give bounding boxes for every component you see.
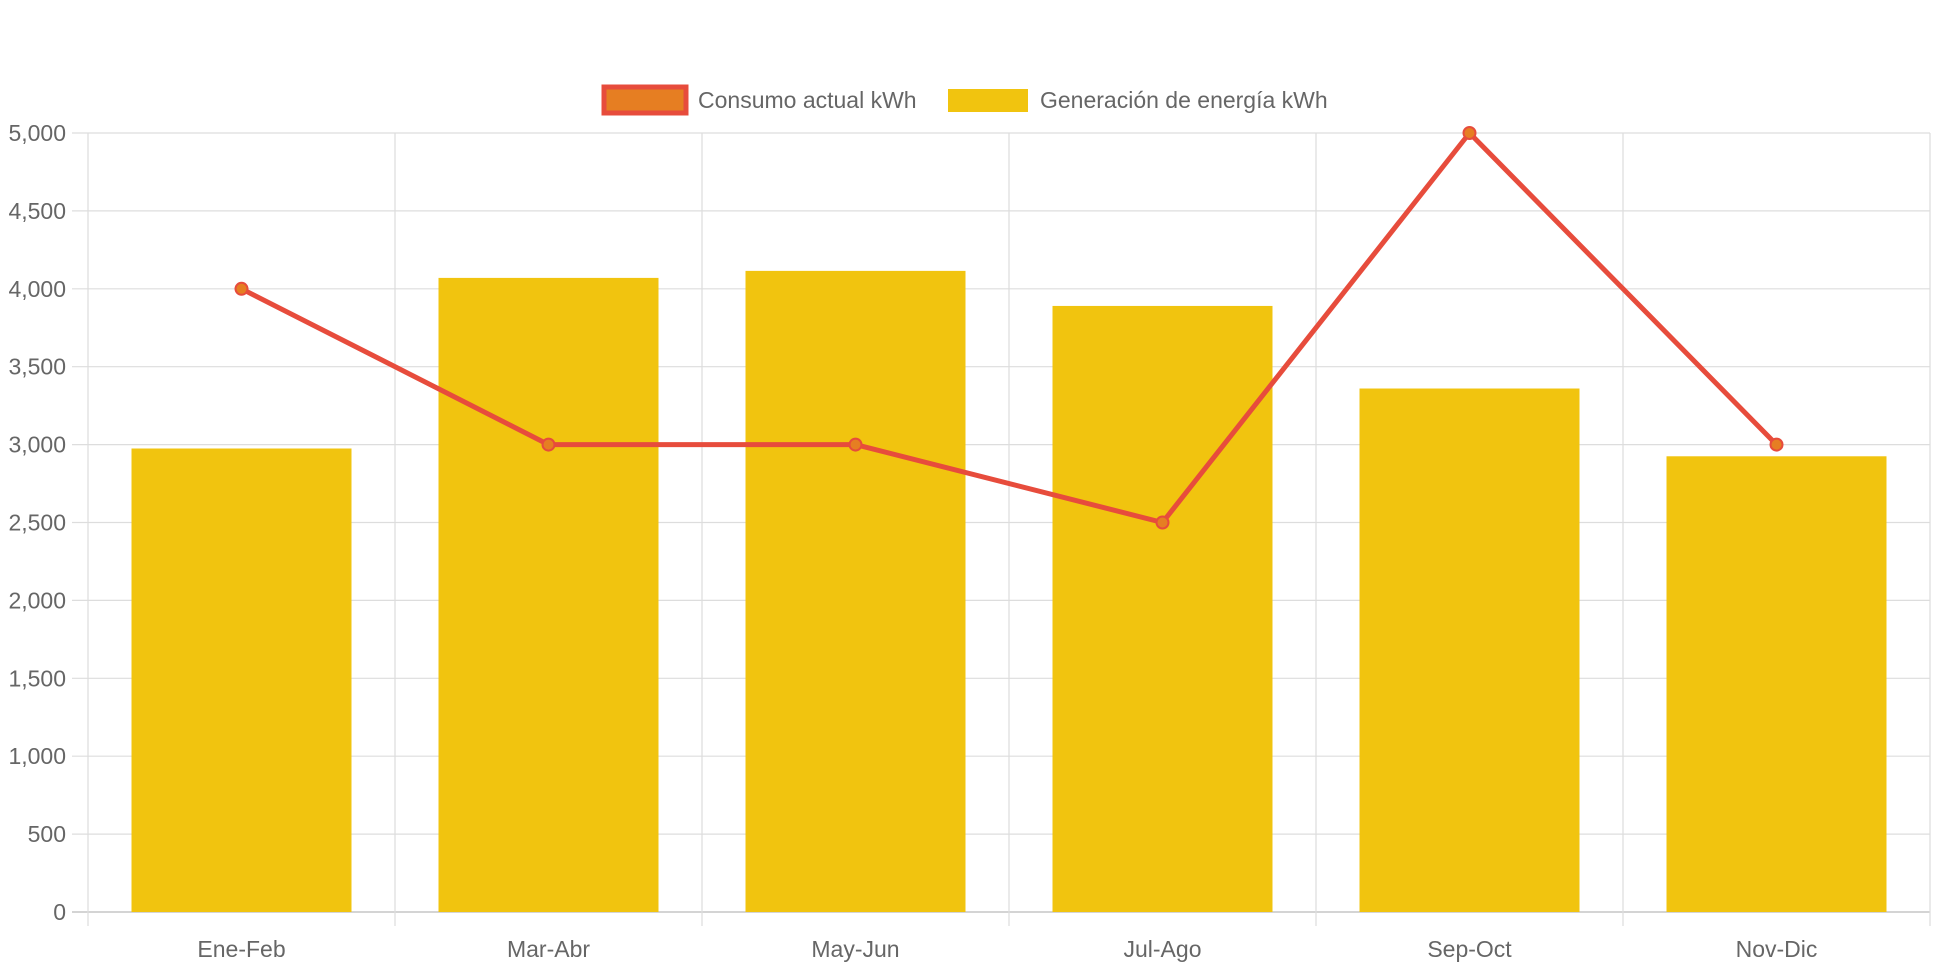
bar-generacion-may-jun[interactable] xyxy=(745,270,966,912)
legend-item-generacion[interactable]: Generación de energía kWh xyxy=(948,87,1328,113)
y-tick-label: 2,000 xyxy=(8,587,66,613)
x-tick-label: Ene-Feb xyxy=(197,936,285,962)
point-consumo-sep-oct[interactable] xyxy=(1462,126,1477,140)
legend: Consumo actual kWh Generación de energía… xyxy=(601,84,1328,116)
point-consumo-mar-abr[interactable] xyxy=(541,437,556,452)
bar-generacion-nov-dic[interactable] xyxy=(1666,456,1887,912)
y-tick-label: 1,500 xyxy=(8,665,66,691)
bar-generacion-sep-oct[interactable] xyxy=(1359,388,1580,913)
y-axis-ticks: 0 500 1,000 1,500 2,000 2,500 3,000 3,500 4,000 4… xyxy=(8,120,66,925)
legend-label-generacion: Generación de energía kWh xyxy=(1040,87,1328,113)
legend-swatch-generacion xyxy=(948,89,1028,112)
point-consumo-may-jun[interactable] xyxy=(848,437,863,452)
y-tick-label: 4,000 xyxy=(8,276,66,302)
bar-generacion-jul-ago[interactable] xyxy=(1052,305,1273,912)
y-tick-label: 500 xyxy=(28,821,66,847)
y-tick-label: 3,500 xyxy=(8,354,66,380)
y-tick-label: 5,000 xyxy=(8,120,66,146)
y-tick-label: 1,000 xyxy=(8,743,66,769)
y-tick-label: 3,000 xyxy=(8,432,66,458)
y-tick-label: 2,500 xyxy=(8,510,66,536)
y-tick-label: 4,500 xyxy=(8,198,66,224)
legend-item-consumo[interactable]: Consumo actual kWh xyxy=(601,84,917,116)
x-tick-label: Jul-Ago xyxy=(1124,936,1202,962)
legend-label-consumo: Consumo actual kWh xyxy=(698,87,917,113)
y-tick-label: 0 xyxy=(53,899,66,925)
bar-series-generacion xyxy=(131,270,1887,913)
grid-lines xyxy=(72,132,1931,926)
line-consumo xyxy=(240,130,1779,525)
line-series-consumo xyxy=(234,126,1784,530)
x-tick-label: Mar-Abr xyxy=(507,936,590,962)
x-tick-label: Nov-Dic xyxy=(1736,936,1818,962)
x-axis-ticks: Ene-Feb Mar-Abr May-Jun Jul-Ago Sep-Oct Nov-D… xyxy=(197,936,1817,962)
x-tick-label: May-Jun xyxy=(811,936,899,962)
point-consumo-ene-feb[interactable] xyxy=(234,281,249,296)
legend-swatch-consumo xyxy=(601,84,689,116)
point-consumo-jul-ago[interactable] xyxy=(1155,515,1170,530)
bar-generacion-mar-abr[interactable] xyxy=(438,277,659,912)
x-tick-label: Sep-Oct xyxy=(1427,936,1512,962)
bar-generacion-ene-feb[interactable] xyxy=(131,448,352,912)
point-consumo-nov-dic[interactable] xyxy=(1769,437,1784,452)
